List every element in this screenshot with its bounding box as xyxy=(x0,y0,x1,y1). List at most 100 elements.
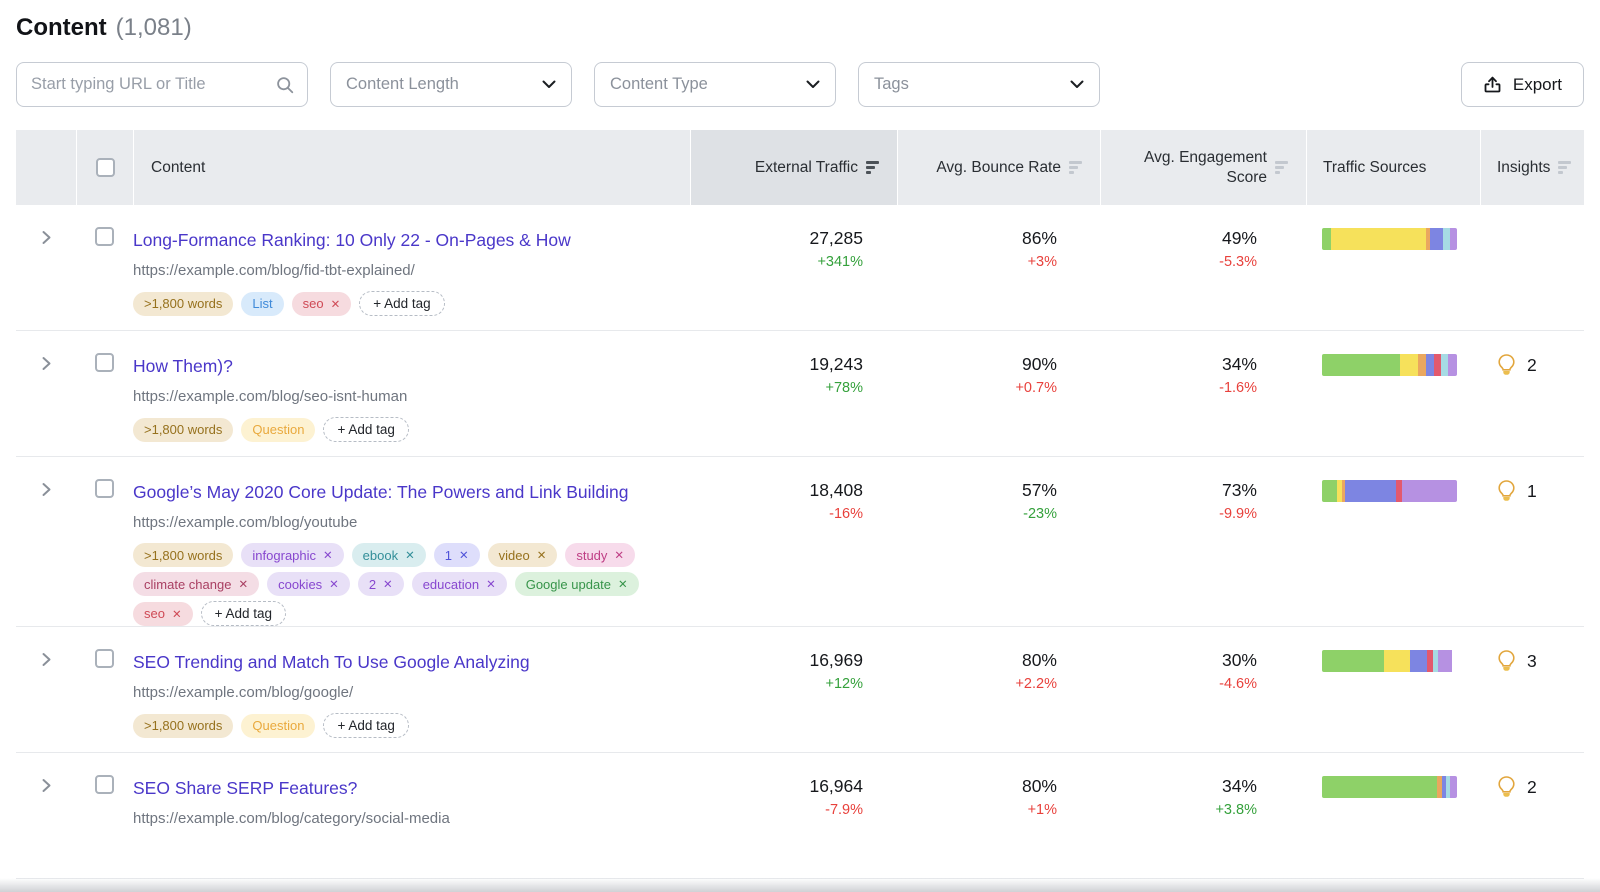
tag[interactable]: Google update ✕ xyxy=(514,572,639,596)
header-checkbox-cell xyxy=(76,130,133,205)
search-box[interactable] xyxy=(16,62,308,107)
tag[interactable]: infographic ✕ xyxy=(241,543,344,567)
tag[interactable]: cookies ✕ xyxy=(267,572,350,596)
insight-count: 3 xyxy=(1527,651,1537,671)
content-title-link[interactable]: Google’s May 2020 Core Update: The Power… xyxy=(133,482,629,502)
content-cell: SEO Trending and Match To Use Google Ana… xyxy=(133,627,690,752)
remove-tag-icon[interactable]: ✕ xyxy=(458,550,469,562)
tag[interactable]: Question xyxy=(241,417,316,442)
traffic-sources-cell xyxy=(1306,331,1480,456)
row-checkbox[interactable] xyxy=(95,353,114,372)
content-title-link[interactable]: SEO Share SERP Features? xyxy=(133,778,358,798)
traffic-source-segment xyxy=(1434,354,1441,376)
add-tag-button[interactable]: + Add tag xyxy=(323,713,409,738)
header-engagement-score[interactable]: Avg. Engagement Score xyxy=(1100,130,1306,205)
expand-row-button[interactable] xyxy=(39,353,54,377)
metric-value: 16,969 xyxy=(809,650,863,670)
tag[interactable]: 1 ✕ xyxy=(433,543,480,567)
row-checkbox[interactable] xyxy=(95,649,114,668)
external-traffic-cell: 27,285 +341% xyxy=(690,205,897,330)
expand-cell xyxy=(16,627,76,752)
export-icon xyxy=(1483,75,1502,94)
external-traffic-cell: 19,243 +78% xyxy=(690,331,897,456)
tag[interactable]: List xyxy=(241,291,284,316)
tag[interactable]: seo ✕ xyxy=(133,601,193,626)
traffic-sources-bar xyxy=(1322,650,1457,672)
tag[interactable]: education ✕ xyxy=(411,572,507,596)
search-input[interactable] xyxy=(31,75,275,94)
add-tag-button[interactable]: + Add tag xyxy=(323,417,409,442)
content-type-dropdown[interactable]: Content Type xyxy=(594,62,836,107)
remove-tag-icon[interactable]: ✕ xyxy=(323,550,333,562)
tag[interactable]: 2 ✕ xyxy=(357,572,404,596)
tag[interactable]: >1,800 words xyxy=(133,543,234,567)
dropdown-label: Content Length xyxy=(346,75,459,93)
content-title-link[interactable]: Long-Formance Ranking: 10 Only 22 - On-P… xyxy=(133,230,571,250)
page-title: Content xyxy=(16,14,107,41)
traffic-sources-bar xyxy=(1322,228,1457,250)
expand-row-button[interactable] xyxy=(39,227,54,251)
tag[interactable]: >1,800 words xyxy=(133,291,234,316)
traffic-source-segment xyxy=(1417,354,1426,376)
insights-cell[interactable]: 1 xyxy=(1480,457,1584,626)
content-title-link[interactable]: How Them)? xyxy=(133,356,233,376)
export-button[interactable]: Export xyxy=(1460,62,1584,107)
checkbox-cell xyxy=(76,627,133,752)
sort-icon[interactable] xyxy=(1275,161,1288,174)
remove-tag-icon[interactable]: ✕ xyxy=(330,298,341,311)
content-length-dropdown[interactable]: Content Length xyxy=(330,62,572,107)
insights-cell[interactable]: 2 xyxy=(1480,753,1584,878)
checkbox-cell xyxy=(76,753,133,878)
sort-icon[interactable] xyxy=(1558,161,1572,174)
tag[interactable]: study ✕ xyxy=(565,543,636,567)
remove-tag-icon[interactable]: ✕ xyxy=(405,550,415,562)
header-bounce-rate[interactable]: Avg. Bounce Rate xyxy=(897,130,1100,205)
add-tag-button[interactable]: + Add tag xyxy=(359,291,445,316)
traffic-source-segment xyxy=(1450,776,1457,798)
traffic-source-segment xyxy=(1409,650,1428,672)
remove-tag-icon[interactable]: ✕ xyxy=(486,579,496,591)
remove-tag-icon[interactable]: ✕ xyxy=(614,550,625,562)
page-count: (1,081) xyxy=(115,14,192,41)
tags-dropdown[interactable]: Tags xyxy=(858,62,1100,107)
header-insights[interactable]: Insights xyxy=(1480,130,1584,205)
row-checkbox[interactable] xyxy=(95,227,114,246)
sort-icon[interactable] xyxy=(866,161,879,174)
insights-cell[interactable]: 2 xyxy=(1480,331,1584,456)
tag[interactable]: ebook ✕ xyxy=(351,543,426,567)
header-external-traffic[interactable]: External Traffic xyxy=(690,130,897,205)
remove-tag-icon[interactable]: ✕ xyxy=(536,550,547,562)
select-all-checkbox[interactable] xyxy=(95,158,115,177)
table-row: SEO Trending and Match To Use Google Ana… xyxy=(16,627,1584,753)
expand-row-button[interactable] xyxy=(39,649,54,673)
expand-row-button[interactable] xyxy=(39,479,54,503)
content-title-link[interactable]: SEO Trending and Match To Use Google Ana… xyxy=(133,652,530,672)
insight-count: 2 xyxy=(1527,777,1537,797)
remove-tag-icon[interactable]: ✕ xyxy=(238,579,249,591)
remove-tag-icon[interactable]: ✕ xyxy=(383,579,393,591)
tag[interactable]: Question xyxy=(241,713,316,738)
add-tag-button[interactable]: + Add tag xyxy=(200,601,287,626)
insights-cell[interactable]: 3 xyxy=(1480,627,1584,752)
metric-value: 80% xyxy=(1021,650,1057,670)
traffic-source-segment xyxy=(1440,354,1448,376)
row-checkbox[interactable] xyxy=(95,775,114,794)
row-checkbox[interactable] xyxy=(95,479,114,498)
expand-row-button[interactable] xyxy=(39,775,54,799)
tag[interactable]: seo ✕ xyxy=(291,291,352,316)
tag[interactable]: >1,800 words xyxy=(133,417,234,442)
remove-tag-icon[interactable]: ✕ xyxy=(171,608,182,621)
chevron-down-icon xyxy=(1070,80,1084,89)
remove-tag-icon[interactable]: ✕ xyxy=(618,579,628,591)
table-row: SEO Share SERP Features? https://example.… xyxy=(16,753,1584,879)
tag[interactable]: video ✕ xyxy=(487,543,558,567)
chevron-down-icon xyxy=(806,80,820,89)
remove-tag-icon[interactable]: ✕ xyxy=(329,579,339,591)
metric-change: +341% xyxy=(817,254,863,270)
tag[interactable]: climate change ✕ xyxy=(133,572,260,596)
traffic-sources-bar xyxy=(1322,354,1457,376)
sort-icon[interactable] xyxy=(1069,161,1082,174)
tag[interactable]: >1,800 words xyxy=(133,713,234,738)
traffic-source-segment xyxy=(1425,354,1435,376)
traffic-source-segment xyxy=(1443,228,1451,250)
